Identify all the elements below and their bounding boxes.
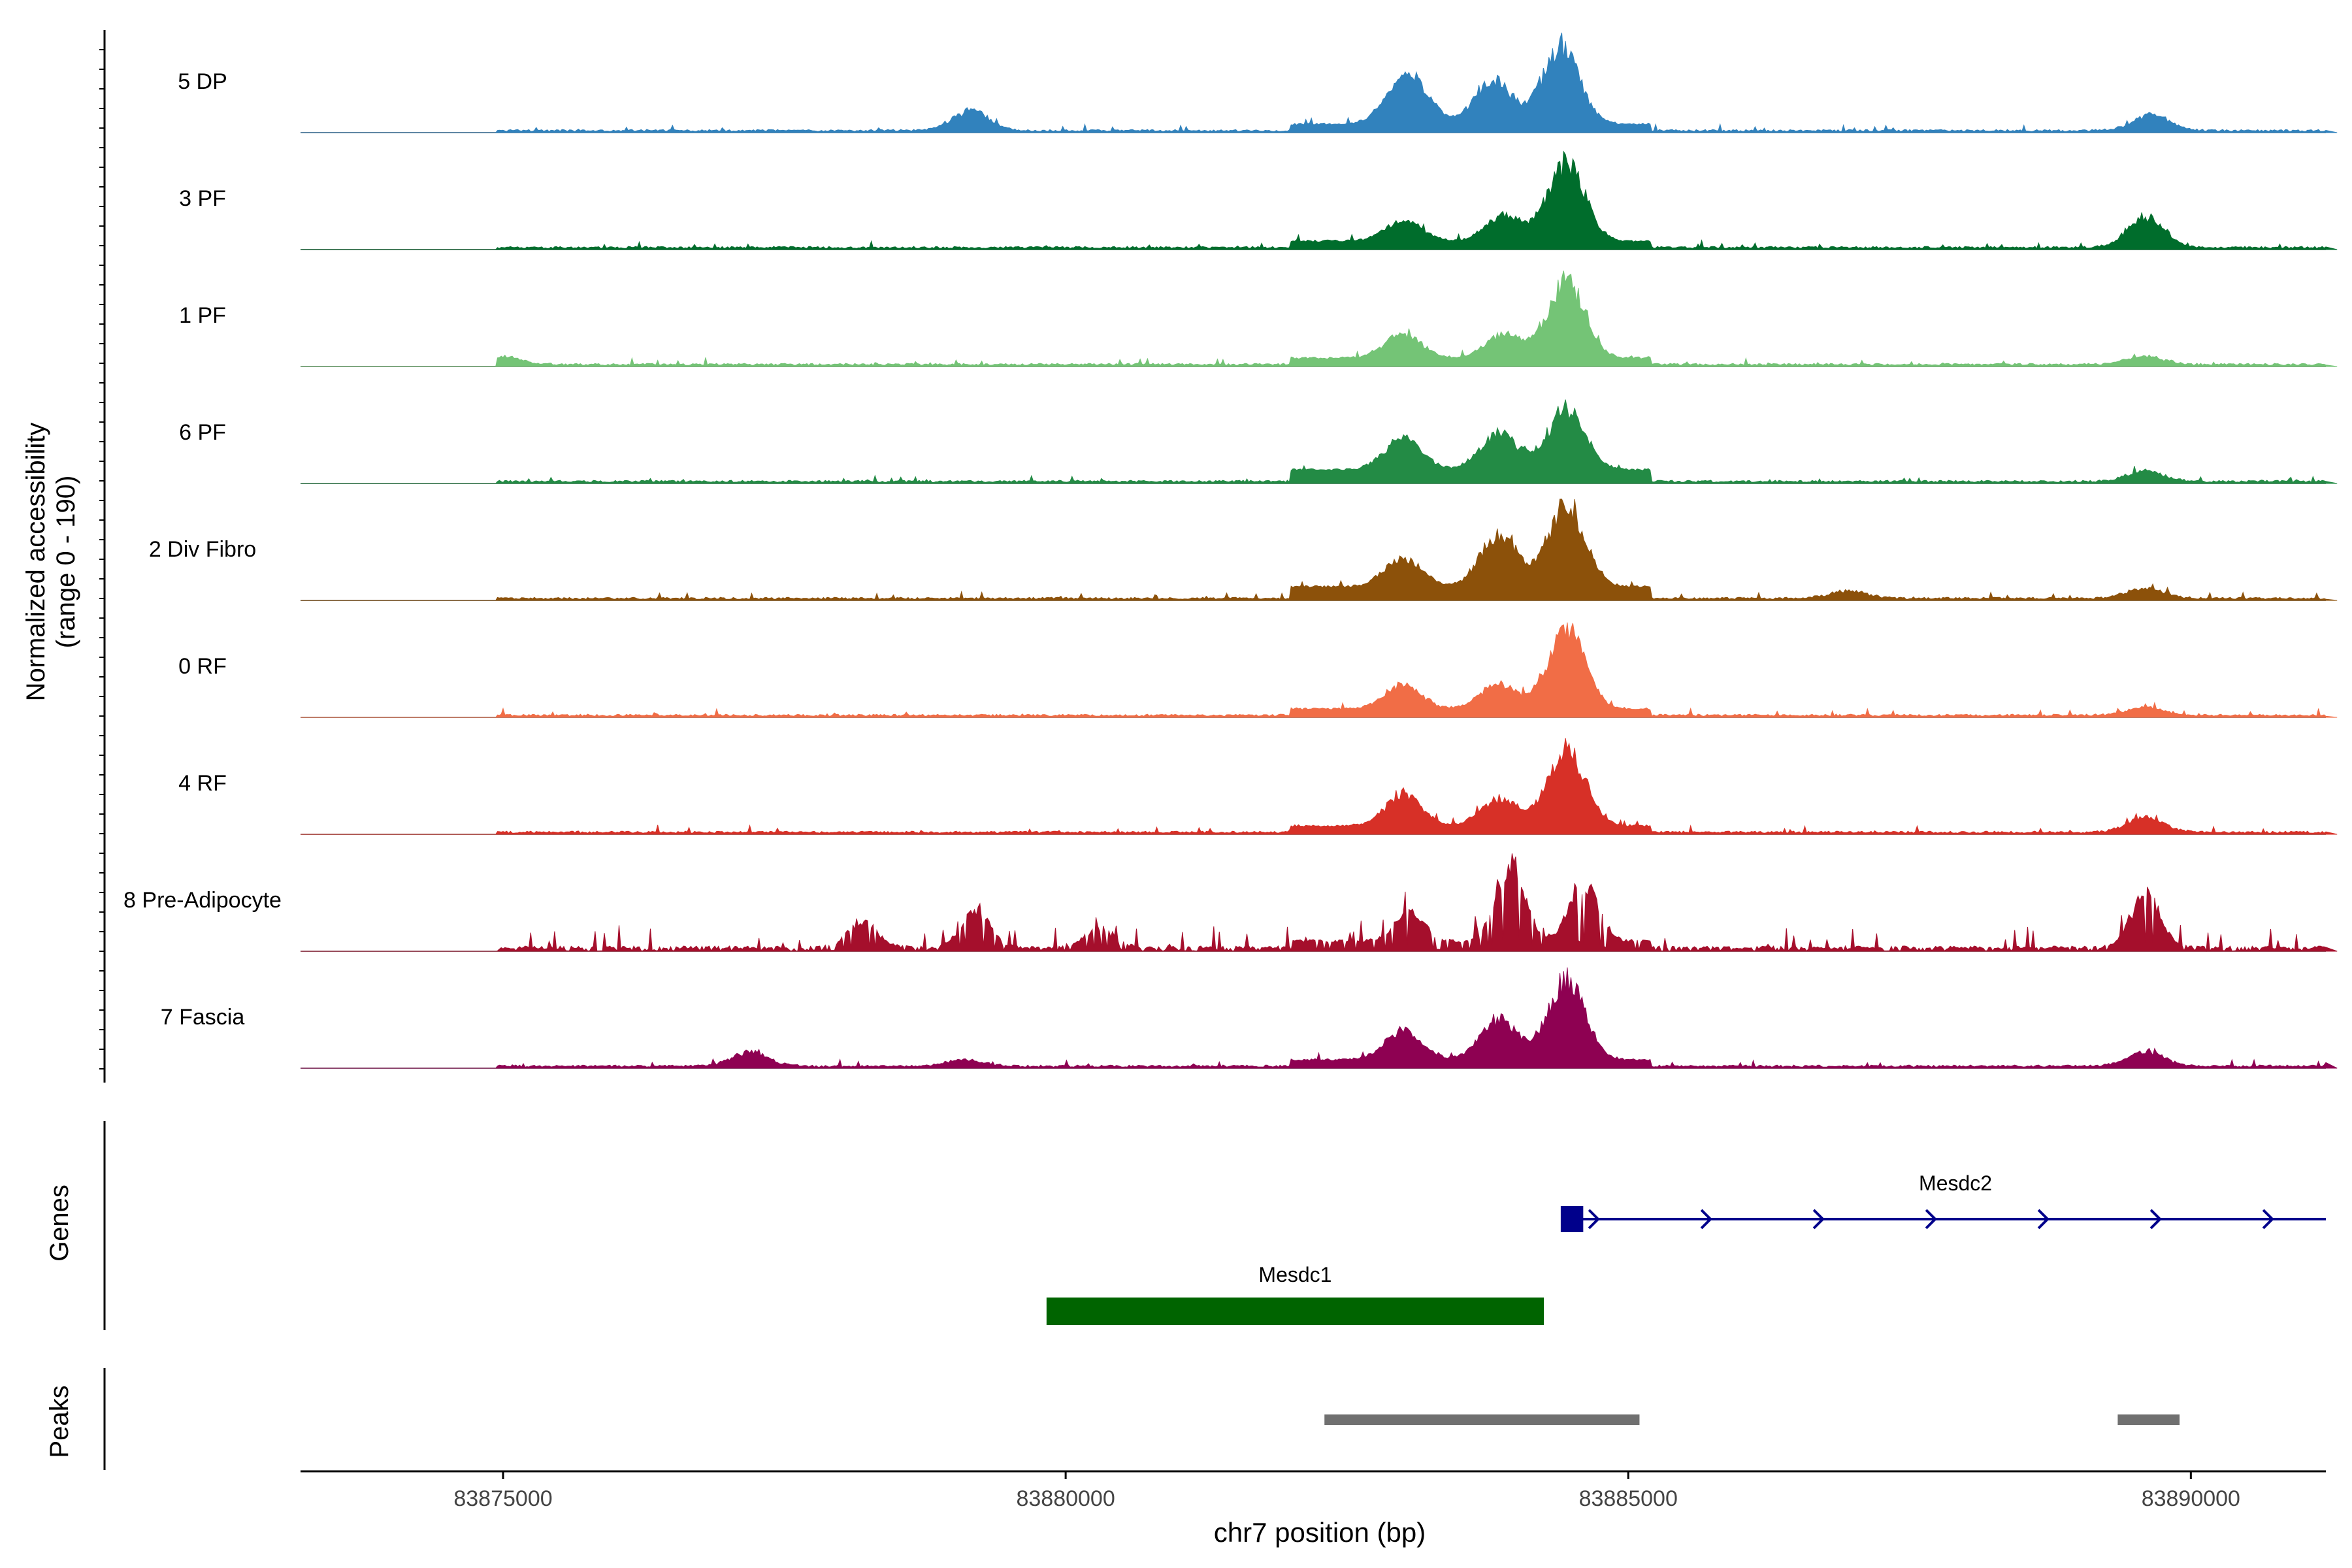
track-label: 7 Fascia [161,1005,245,1030]
track-label: 5 DP [178,69,227,94]
coverage-area [301,853,2338,953]
genes-track-label: Genes [45,1184,74,1262]
strand-arrow [1588,1209,1600,1230]
strand-arrow [2037,1209,2050,1230]
track-label: 8 Pre-Adipocyte [123,888,282,913]
track-6-pf: 6 PF [179,399,2338,484]
x-tick-label: 83875000 [453,1486,552,1511]
track-8-pre-adipocyte: 8 Pre-Adipocyte [123,853,2338,953]
strand-arrow [2149,1209,2162,1230]
track-7-fascia: 7 Fascia [161,967,2338,1069]
x-axis: 83875000 83880000 83885000 83890000 [301,1470,2326,1511]
track-label: 4 RF [178,771,227,796]
x-tick-label: 83885000 [1579,1486,1678,1511]
gene-mesdc2: Mesdc2 [1560,1171,2326,1232]
track-3-pf: 3 PF [179,150,2338,250]
peaks-track-label: Peaks [45,1385,74,1458]
strand-arrow [1700,1209,1712,1230]
peak-regions [103,1368,2180,1470]
peak-region [2117,1414,2180,1425]
track-1-pf: 1 PF [179,270,2338,367]
gene-exon [1560,1206,1584,1232]
coverage-tracks: 5 DP 3 PF 1 PF 6 PF 2 Div Fibro 0 RF 4 RF 8 Pre… [99,30,2338,1083]
peak-region [1324,1414,1640,1425]
track-0-rf: 0 RF [178,622,2338,718]
strand-arrow [1925,1209,1937,1230]
track-label: 1 PF [179,303,226,328]
coverage-area [301,150,2338,250]
coverage-area [301,32,2338,133]
y-axis-label-line2: (range 0 - 190) [52,476,80,649]
track-label: 2 Div Fibro [149,537,256,562]
track-label: 0 RF [178,654,227,679]
gene-label: Mesdc2 [1919,1171,1992,1195]
track-5-dp: 5 DP [178,32,2338,133]
coverage-area [301,498,2338,601]
track-2-div-fibro: 2 Div Fibro [149,498,2338,601]
coverage-area [301,399,2338,484]
strand-arrow [1812,1209,1825,1230]
gene-block [1046,1298,1544,1325]
coverage-area [301,270,2338,367]
track-label: 6 PF [179,420,226,445]
gene-annotations: Mesdc2 Mesdc1 [103,1121,2326,1330]
y-axis-label-line1: Normalized accessibility [22,423,50,702]
track-4-rf: 4 RF [178,738,2338,835]
gene-label: Mesdc1 [1258,1263,1331,1286]
coverage-area [301,738,2338,835]
gene-mesdc1: Mesdc1 [1046,1263,1544,1325]
track-label: 3 PF [179,186,226,211]
coverage-area [301,622,2338,718]
x-tick-label: 83880000 [1016,1486,1115,1511]
x-axis-title: chr7 position (bp) [1214,1517,1426,1548]
coverage-area [301,967,2338,1069]
strand-arrow [2262,1209,2274,1230]
x-tick-label: 83890000 [2142,1486,2240,1511]
